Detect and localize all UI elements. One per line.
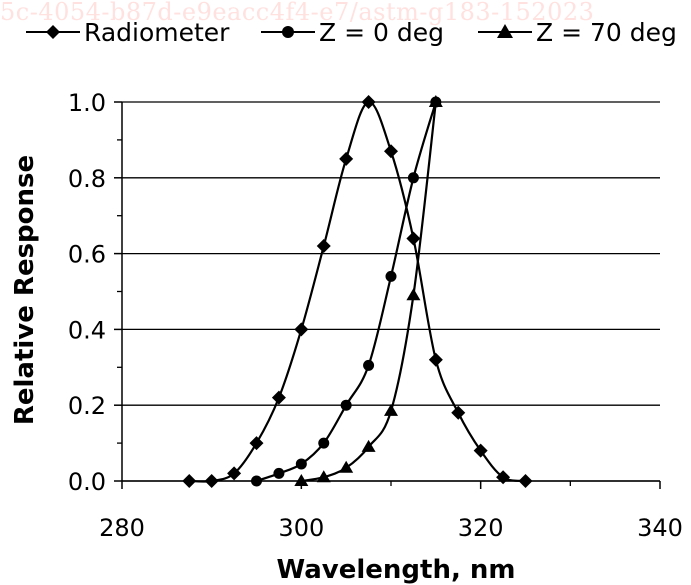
x-tick-label: 280	[99, 514, 145, 542]
data-point-triangle	[339, 460, 354, 473]
legend-triangle-marker-icon	[478, 24, 532, 38]
series-lines	[189, 100, 526, 483]
data-point-diamond	[518, 474, 533, 488]
data-point-triangle	[294, 474, 309, 486]
data-point-diamond	[204, 474, 219, 488]
data-point-triangle	[406, 288, 421, 301]
data-point-diamond	[428, 352, 443, 367]
data-point-diamond	[249, 436, 264, 451]
data-point-circle	[407, 172, 419, 184]
x-tick-label: 320	[458, 514, 504, 542]
y-tick-label: 0.2	[68, 392, 106, 420]
legend-label-radiometer: Radiometer	[84, 17, 230, 47]
y-tick-label: 1.0	[68, 89, 106, 117]
y-tick-label: 0.6	[68, 241, 106, 269]
data-point-diamond	[361, 95, 376, 109]
data-point-triangle	[361, 439, 376, 452]
legend-item-z0: Z = 0 deg	[261, 10, 444, 54]
data-point-diamond	[473, 443, 488, 458]
data-point-diamond	[496, 470, 511, 485]
x-axis-label: Wavelength, nm	[276, 555, 515, 585]
series-line-2	[301, 101, 437, 483]
data-point-diamond	[182, 474, 197, 488]
legend-label-z70: Z = 70 deg	[536, 17, 677, 47]
data-point-triangle	[384, 403, 398, 416]
x-tick-label: 340	[637, 514, 683, 542]
data-point-diamond	[339, 151, 354, 166]
legend-diamond-marker-icon	[26, 25, 80, 39]
y-tick-label: 0.4	[68, 316, 106, 344]
y-tick-label: 0.8	[68, 165, 106, 193]
series-line-1	[256, 101, 437, 483]
gridlines	[122, 101, 660, 482]
legend-item-z70: Z = 70 deg	[478, 10, 677, 54]
legend-item-radiometer: Radiometer	[26, 10, 229, 54]
data-point-circle	[251, 475, 262, 487]
legend-label-z0: Z = 0 deg	[319, 17, 444, 47]
data-point-diamond	[227, 466, 242, 481]
data-point-circle	[340, 399, 352, 411]
legend-circle-marker-icon	[261, 26, 315, 38]
data-point-diamond	[271, 390, 286, 405]
y-tick-label: 0.0	[68, 468, 106, 496]
x-tick-label: 300	[278, 514, 324, 542]
y-axis-label: Relative Response	[10, 155, 40, 425]
data-point-diamond	[316, 239, 331, 254]
legend: Radiometer Z = 0 deg Z = 70 deg	[0, 10, 691, 54]
data-point-circle	[273, 467, 285, 479]
tick-labels: 0.0 0.2 0.4 0.6 0.8 1.0 280 300 320 340	[68, 89, 683, 542]
data-point-triangle	[428, 95, 443, 107]
data-point-diamond	[406, 231, 421, 246]
data-point-triangle	[316, 470, 331, 483]
data-point-circle	[318, 437, 330, 449]
series-line-0	[189, 100, 526, 483]
series-markers	[182, 95, 533, 488]
data-point-diamond	[384, 144, 398, 159]
data-point-circle	[363, 359, 375, 371]
data-point-diamond	[451, 405, 466, 420]
data-point-diamond	[294, 322, 309, 337]
data-point-circle	[295, 458, 307, 470]
data-point-circle	[385, 270, 397, 282]
